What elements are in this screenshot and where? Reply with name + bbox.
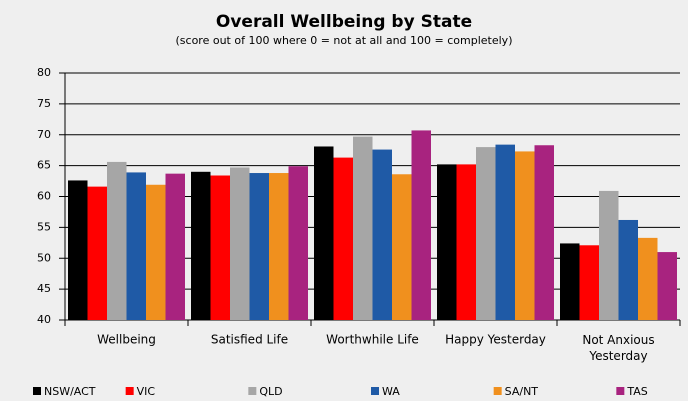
- y-tick-label: 50: [37, 251, 51, 264]
- bar: [392, 174, 412, 320]
- legend-swatch: [33, 387, 41, 395]
- bar: [618, 219, 638, 320]
- bar: [146, 184, 166, 320]
- legend-label: SA/NT: [505, 385, 539, 398]
- legend-swatch: [125, 387, 134, 395]
- y-tick-label: 60: [37, 190, 51, 203]
- x-tick-label: Not Anxious Yesterday: [582, 333, 654, 363]
- y-tick-label: 70: [37, 128, 51, 141]
- x-tick-label: Wellbeing: [97, 333, 156, 347]
- legend-label: QLD: [259, 385, 282, 398]
- y-tick-label: 40: [37, 313, 51, 326]
- bar: [579, 245, 599, 320]
- bar: [107, 161, 127, 320]
- legend-swatch: [616, 387, 625, 395]
- y-tick-label: 65: [37, 159, 51, 172]
- bar: [314, 146, 334, 320]
- bar: [230, 167, 250, 320]
- y-tick-label: 80: [37, 66, 51, 79]
- bar: [495, 144, 515, 320]
- chart-title: Overall Wellbeing by State: [216, 12, 472, 32]
- bar: [437, 164, 457, 320]
- legend-swatch: [248, 387, 257, 395]
- legend-label: VIC: [137, 385, 156, 398]
- bar: [191, 171, 211, 320]
- x-tick-label: Happy Yesterday: [445, 333, 546, 347]
- bar: [68, 180, 88, 320]
- bar: [657, 252, 677, 320]
- bar: [560, 243, 580, 320]
- x-tick-label: Satisfied Life: [211, 333, 288, 347]
- legend-swatch: [371, 387, 379, 395]
- bar: [269, 173, 289, 320]
- bar: [456, 164, 476, 320]
- bar: [638, 237, 658, 320]
- bar: [249, 173, 269, 320]
- y-tick-label: 75: [37, 97, 51, 110]
- bar: [333, 157, 353, 320]
- bar: [534, 145, 554, 320]
- bar: [165, 173, 185, 320]
- chart-subtitle: (score out of 100 where 0 = not at all a…: [176, 34, 513, 47]
- bar: [411, 130, 431, 320]
- legend-swatch: [493, 387, 502, 395]
- y-tick-label: 45: [37, 282, 51, 295]
- bar: [515, 151, 535, 320]
- bar: [353, 136, 373, 320]
- legend-label: TAS: [626, 385, 647, 398]
- x-tick-label: Worthwhile Life: [326, 333, 419, 347]
- bar: [210, 175, 230, 320]
- bar: [599, 190, 619, 320]
- bar: [126, 172, 146, 320]
- legend-label: NSW/ACT: [44, 385, 96, 398]
- bar: [476, 147, 496, 320]
- bar: [288, 166, 308, 320]
- bar: [372, 149, 392, 320]
- legend-label: WA: [382, 385, 400, 398]
- y-tick-label: 55: [37, 220, 51, 233]
- bar: [87, 186, 107, 320]
